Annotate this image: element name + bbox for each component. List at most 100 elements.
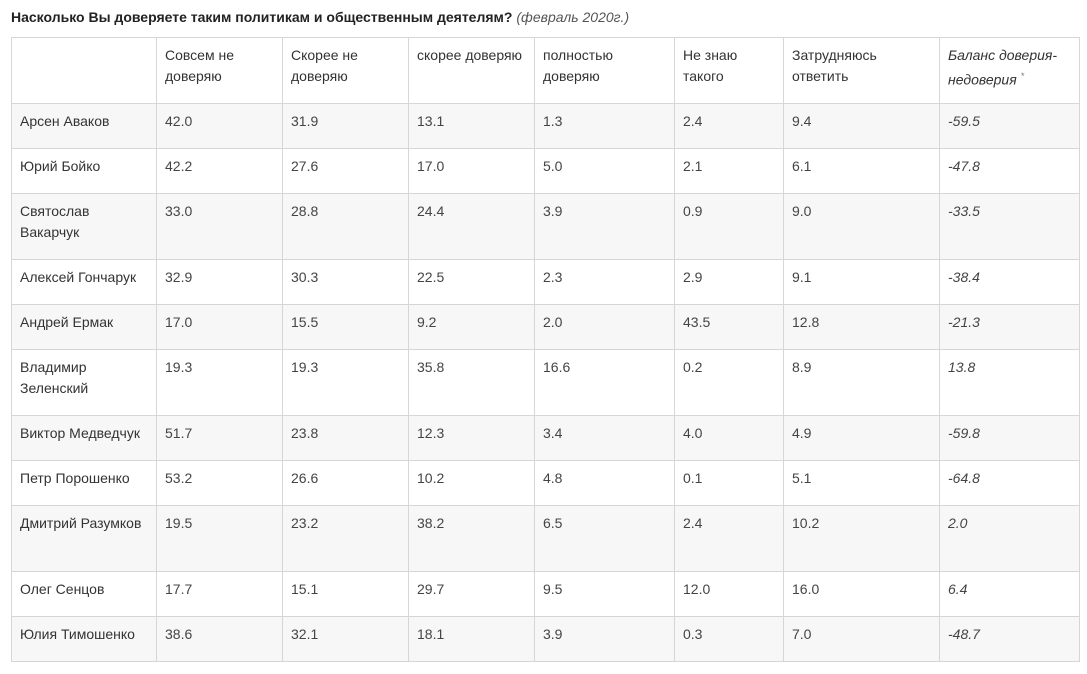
table-row: Юрий Бойко 42.2 27.6 17.0 5.0 2.1 6.1 -47.8 [11, 148, 1080, 194]
value-cell: 19.3 [156, 349, 283, 416]
value-cell: 2.1 [674, 148, 784, 194]
balance-cell: 13.8 [939, 349, 1080, 416]
value-cell: 0.1 [674, 460, 784, 506]
value-cell: 33.0 [156, 193, 283, 260]
value-cell: 29.7 [408, 571, 535, 617]
value-cell: 24.4 [408, 193, 535, 260]
trust-table: Совсем не доверяю Скорее не доверяю скор… [11, 37, 1080, 662]
header-cell-no-trust: Совсем не доверяю [156, 37, 283, 104]
value-cell: 38.2 [408, 505, 535, 572]
politician-name: Арсен Аваков [11, 103, 157, 149]
politician-name: Петр Порошенко [11, 460, 157, 506]
value-cell: 5.0 [534, 148, 675, 194]
value-cell: 2.4 [674, 505, 784, 572]
value-cell: 13.1 [408, 103, 535, 149]
value-cell: 0.3 [674, 616, 784, 662]
value-cell: 18.1 [408, 616, 535, 662]
table-row: Святослав Вакарчук 33.0 28.8 24.4 3.9 0.9 9.0-… [11, 193, 1080, 260]
value-cell: 5.1 [783, 460, 940, 506]
value-cell: 4.9 [783, 415, 940, 461]
value-cell: 4.0 [674, 415, 784, 461]
value-cell: 16.0 [783, 571, 940, 617]
value-cell: 17.0 [156, 304, 283, 350]
header-cell-full-trust: полностью доверяю [534, 37, 675, 104]
header-cell-balance: Баланс доверия-недоверия * [939, 37, 1080, 104]
value-cell: 10.2 [783, 505, 940, 572]
header-cell-hard-to-say: Затрудняюсь ответить [783, 37, 940, 104]
table-body: Арсен Аваков 42.0 31.9 13.1 1.3 2.4 9.4 -59.5 Юр… [11, 103, 1080, 662]
value-cell: 19.3 [282, 349, 409, 416]
value-cell: 9.4 [783, 103, 940, 149]
header-row: Совсем не доверяю Скорее не доверяю скор… [11, 37, 1080, 104]
value-cell: 23.8 [282, 415, 409, 461]
value-cell: 32.1 [282, 616, 409, 662]
value-cell: 15.5 [282, 304, 409, 350]
balance-cell: -64.8 [939, 460, 1080, 506]
politician-name: Юрий Бойко [11, 148, 157, 194]
heading-title: Насколько Вы доверяете таким политикам и… [11, 9, 513, 25]
politician-name: Святослав Вакарчук [11, 193, 157, 260]
value-cell: 28.8 [282, 193, 409, 260]
value-cell: 17.0 [408, 148, 535, 194]
header-cell-dont-know: Не знаю такого [674, 37, 784, 104]
value-cell: 10.2 [408, 460, 535, 506]
value-cell: 32.9 [156, 259, 283, 305]
table-row: Андрей Ермак 17.0 15.5 9.2 2.0 43.5 12.8 -21.3 [11, 304, 1080, 350]
value-cell: 9.0 [783, 193, 940, 260]
balance-cell: -38.4 [939, 259, 1080, 305]
value-cell: 16.6 [534, 349, 675, 416]
value-cell: 8.9 [783, 349, 940, 416]
value-cell: 1.3 [534, 103, 675, 149]
table-row: Владимир Зеленский 19.3 19.3 35.8 16.6 0.2 8.9… [11, 349, 1080, 416]
heading-date-note: (февраль 2020г.) [516, 9, 630, 25]
value-cell: 9.2 [408, 304, 535, 350]
table-row: Петр Порошенко 53.2 26.6 10.2 4.8 0.1 5.1 -64.8 [11, 460, 1080, 506]
balance-cell: -21.3 [939, 304, 1080, 350]
value-cell: 6.5 [534, 505, 675, 572]
politician-name: Олег Сенцов [11, 571, 157, 617]
value-cell: 42.0 [156, 103, 283, 149]
value-cell: 27.6 [282, 148, 409, 194]
balance-cell: -59.5 [939, 103, 1080, 149]
value-cell: 7.0 [783, 616, 940, 662]
table-row: Дмитрий Разумков 19.5 23.2 38.2 6.5 2.4 10.2 2.… [11, 505, 1080, 572]
value-cell: 4.8 [534, 460, 675, 506]
value-cell: 12.3 [408, 415, 535, 461]
value-cell: 9.1 [783, 259, 940, 305]
value-cell: 3.9 [534, 193, 675, 260]
table-row: Арсен Аваков 42.0 31.9 13.1 1.3 2.4 9.4 -59.5 [11, 103, 1080, 149]
value-cell: 38.6 [156, 616, 283, 662]
balance-cell: -59.8 [939, 415, 1080, 461]
politician-name: Алексей Гончарук [11, 259, 157, 305]
header-cell-name [11, 37, 157, 104]
value-cell: 2.0 [534, 304, 675, 350]
footnote-mark: * [1020, 71, 1025, 81]
politician-name: Андрей Ермак [11, 304, 157, 350]
politician-name: Виктор Медведчук [11, 415, 157, 461]
value-cell: 30.3 [282, 259, 409, 305]
value-cell: 6.1 [783, 148, 940, 194]
table-heading: Насколько Вы доверяете таким политикам и… [11, 8, 629, 26]
balance-cell: -48.7 [939, 616, 1080, 662]
politician-name: Дмитрий Разумков [11, 505, 157, 572]
value-cell: 3.4 [534, 415, 675, 461]
table-row: Алексей Гончарук 32.9 30.3 22.5 2.3 2.9 9.1 -38… [11, 259, 1080, 305]
value-cell: 51.7 [156, 415, 283, 461]
table-row: Виктор Медведчук 51.7 23.8 12.3 3.4 4.0 4.9 -59… [11, 415, 1080, 461]
value-cell: 43.5 [674, 304, 784, 350]
table-row: Юлия Тимошенко 38.6 32.1 18.1 3.9 0.3 7.0 -48.7 [11, 616, 1080, 662]
value-cell: 0.9 [674, 193, 784, 260]
balance-cell: 6.4 [939, 571, 1080, 617]
value-cell: 31.9 [282, 103, 409, 149]
value-cell: 22.5 [408, 259, 535, 305]
value-cell: 19.5 [156, 505, 283, 572]
value-cell: 35.8 [408, 349, 535, 416]
header-cell-rather-trust: скорее доверяю [408, 37, 535, 104]
table-row: Олег Сенцов 17.7 15.1 29.7 9.5 12.0 16.0 6.4 [11, 571, 1080, 617]
politician-name: Юлия Тимошенко [11, 616, 157, 662]
value-cell: 17.7 [156, 571, 283, 617]
value-cell: 53.2 [156, 460, 283, 506]
value-cell: 23.2 [282, 505, 409, 572]
value-cell: 0.2 [674, 349, 784, 416]
